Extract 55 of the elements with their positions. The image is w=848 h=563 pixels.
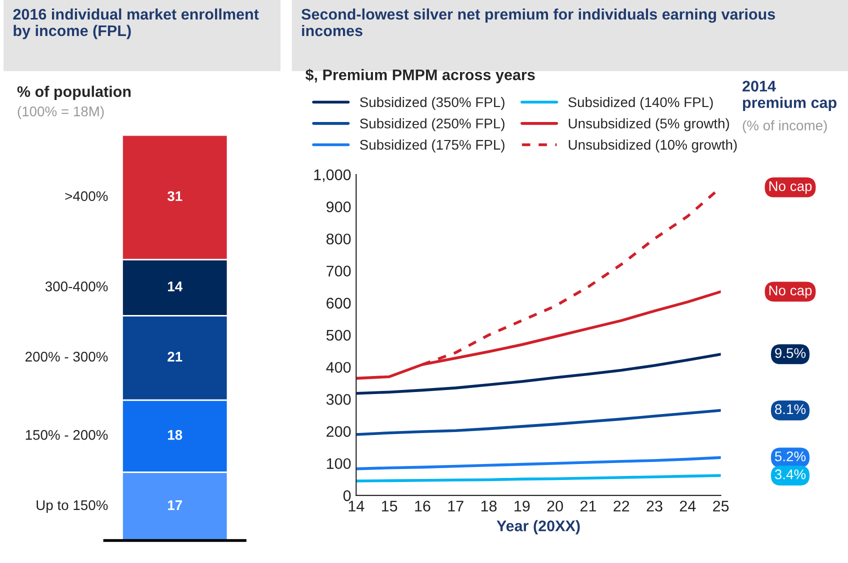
- y-tick-label: 800: [326, 234, 351, 244]
- x-tick-label: 24: [680, 500, 696, 512]
- y-tick-label: 400: [326, 362, 351, 373]
- text: No cap: [769, 181, 812, 194]
- legend-label: Subsidized (250% FPL): [360, 118, 504, 132]
- x-axis-title: Year (20XX): [496, 520, 580, 534]
- x-tick-label: 18: [481, 500, 497, 512]
- legend-label: Unsubsidized (10% growth): [568, 140, 737, 152]
- text: (% of income): [742, 120, 827, 134]
- legend-label: Subsidized (350% FPL): [360, 96, 504, 110]
- y-tick-label: 900: [326, 201, 351, 212]
- x-tick-label: 17: [448, 500, 464, 512]
- series-label: 150% - 200%: [26, 430, 108, 440]
- y-tick-label: 300: [326, 394, 351, 405]
- x-tick-label: 23: [646, 500, 662, 512]
- chart-title: Second-lowest silver net premium for individuals earning various incomes: [301, 8, 775, 36]
- line-series: [356, 456, 721, 470]
- y-tick-label: 1,000: [314, 169, 351, 182]
- series-label: >400%: [65, 191, 108, 202]
- data-label: 14: [168, 282, 183, 292]
- y-tick-label: 0: [343, 490, 351, 502]
- line-series: [356, 409, 721, 436]
- text: (100% = 18M): [18, 106, 104, 120]
- y-axis-title: % of population: [17, 86, 131, 100]
- series-label: 300-400%: [45, 282, 108, 292]
- text: 3.4%: [774, 469, 806, 480]
- x-tick-label: 20: [547, 500, 563, 512]
- y-tick-label: 100: [326, 458, 351, 470]
- x-tick-label: 16: [415, 500, 430, 512]
- text: No cap: [769, 286, 812, 298]
- x-tick-label: 15: [382, 500, 398, 512]
- text: 5.2%: [774, 451, 806, 462]
- line-series: [356, 352, 721, 395]
- data-label: 21: [168, 352, 182, 362]
- x-tick-label: 21: [580, 500, 596, 512]
- y-tick-label: 500: [326, 330, 351, 341]
- y-tick-label: 600: [326, 298, 351, 309]
- y-tick-label: 200: [326, 426, 351, 437]
- legend-label: Subsidized (140% FPL): [568, 96, 713, 110]
- text: 9.5%: [775, 348, 806, 358]
- chart-subtitle: $, Premium PMPM across years: [305, 68, 535, 84]
- text: 2014 premium cap: [742, 80, 836, 112]
- x-tick-label: 19: [514, 500, 530, 512]
- series-label: Up to 150%: [36, 500, 108, 513]
- data-label: 18: [168, 430, 182, 440]
- chart-title: 2016 individual market enrollment by income (FPL): [13, 8, 259, 40]
- data-label: 31: [167, 191, 182, 202]
- legend-label: Subsidized (175% FPL): [360, 140, 504, 152]
- x-tick-label: 14: [348, 500, 364, 512]
- y-tick-label: 700: [326, 266, 351, 276]
- x-tick-label: 22: [614, 500, 630, 512]
- series-label: 200% - 300%: [26, 352, 108, 362]
- x-tick-label: 25: [713, 500, 729, 512]
- text: 8.1%: [775, 404, 806, 414]
- legend-label: Unsubsidized (5% growth): [568, 118, 730, 132]
